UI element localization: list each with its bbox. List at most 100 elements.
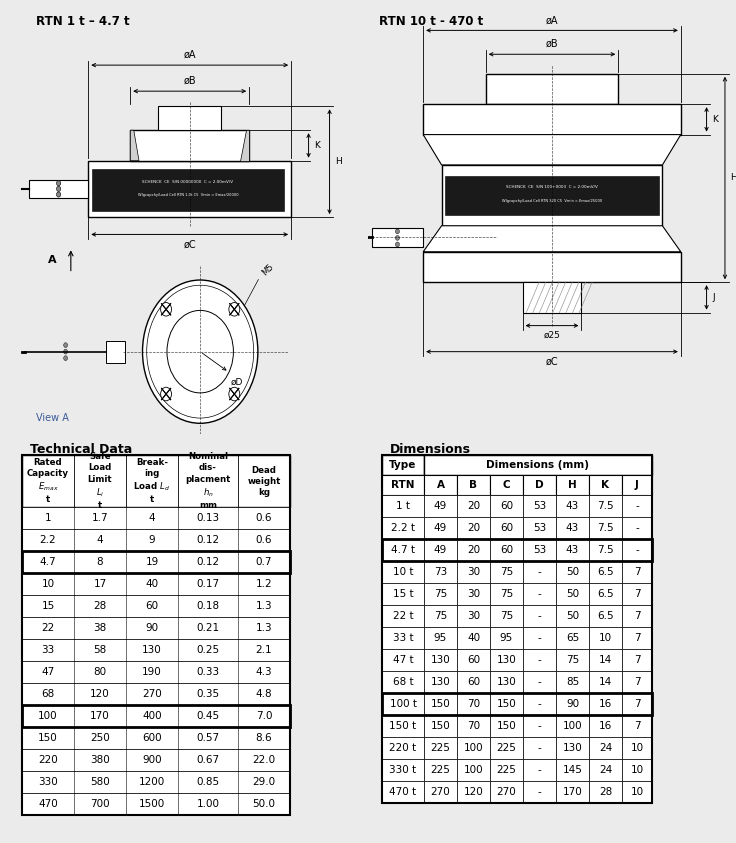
Text: 470: 470 <box>38 799 58 809</box>
Text: 38: 38 <box>93 623 107 633</box>
FancyBboxPatch shape <box>556 561 589 583</box>
Text: 150: 150 <box>38 733 58 743</box>
FancyBboxPatch shape <box>382 649 424 671</box>
FancyBboxPatch shape <box>622 671 652 693</box>
Text: 2.1: 2.1 <box>255 645 272 655</box>
Text: 7: 7 <box>634 611 640 621</box>
Text: 29.0: 29.0 <box>252 777 275 787</box>
FancyBboxPatch shape <box>490 715 523 737</box>
FancyBboxPatch shape <box>490 781 523 803</box>
FancyBboxPatch shape <box>556 715 589 737</box>
Text: 10: 10 <box>631 743 643 753</box>
FancyBboxPatch shape <box>589 475 622 495</box>
FancyBboxPatch shape <box>457 715 490 737</box>
FancyBboxPatch shape <box>22 705 290 727</box>
Text: 100: 100 <box>464 743 484 753</box>
Text: 22 t: 22 t <box>393 611 414 621</box>
Text: 47 t: 47 t <box>393 655 414 665</box>
FancyBboxPatch shape <box>589 605 622 627</box>
Text: 4.7: 4.7 <box>40 557 57 567</box>
Text: 130: 130 <box>497 677 517 687</box>
FancyBboxPatch shape <box>490 475 523 495</box>
FancyBboxPatch shape <box>556 627 589 649</box>
Text: 16: 16 <box>599 721 612 731</box>
FancyBboxPatch shape <box>382 759 424 781</box>
Text: 7.5: 7.5 <box>597 545 614 555</box>
Text: 30: 30 <box>467 589 480 599</box>
Circle shape <box>143 280 258 423</box>
FancyBboxPatch shape <box>424 759 457 781</box>
Text: 60: 60 <box>467 677 480 687</box>
Text: 7: 7 <box>634 589 640 599</box>
FancyBboxPatch shape <box>589 583 622 605</box>
Text: 225: 225 <box>431 743 450 753</box>
Text: 16: 16 <box>599 699 612 709</box>
Text: RTN 1 t – 4.7 t: RTN 1 t – 4.7 t <box>36 15 130 28</box>
Text: 43: 43 <box>566 545 579 555</box>
Text: øA: øA <box>546 15 558 25</box>
Text: 22.0: 22.0 <box>252 755 275 765</box>
Text: 0.6: 0.6 <box>255 513 272 524</box>
FancyBboxPatch shape <box>382 671 424 693</box>
FancyBboxPatch shape <box>556 737 589 759</box>
FancyBboxPatch shape <box>556 495 589 517</box>
FancyBboxPatch shape <box>382 737 424 759</box>
Text: 1500: 1500 <box>139 799 165 809</box>
Text: 150 t: 150 t <box>389 721 417 731</box>
FancyBboxPatch shape <box>523 605 556 627</box>
Text: 2.2: 2.2 <box>40 535 57 545</box>
FancyBboxPatch shape <box>622 561 652 583</box>
FancyBboxPatch shape <box>556 671 589 693</box>
Text: 1.00: 1.00 <box>197 799 219 809</box>
Circle shape <box>229 387 240 400</box>
Text: 0.67: 0.67 <box>197 755 219 765</box>
Text: SCHENCK  CE  S/N 100+0003  C = 2.00mV/V: SCHENCK CE S/N 100+0003 C = 2.00mV/V <box>506 185 598 189</box>
Text: View A: View A <box>36 413 68 423</box>
FancyBboxPatch shape <box>445 176 659 215</box>
FancyBboxPatch shape <box>622 781 652 803</box>
Text: K: K <box>712 115 718 124</box>
FancyBboxPatch shape <box>556 605 589 627</box>
FancyBboxPatch shape <box>556 517 589 540</box>
Text: 470 t: 470 t <box>389 787 417 797</box>
FancyBboxPatch shape <box>523 759 556 781</box>
Text: K: K <box>314 141 319 150</box>
Text: øC: øC <box>183 239 196 250</box>
Text: J: J <box>712 293 715 302</box>
FancyBboxPatch shape <box>523 671 556 693</box>
Text: -: - <box>537 633 542 643</box>
FancyBboxPatch shape <box>523 649 556 671</box>
FancyBboxPatch shape <box>424 671 457 693</box>
Text: 30: 30 <box>467 611 480 621</box>
Text: 75: 75 <box>500 611 513 621</box>
Text: 0.6: 0.6 <box>255 535 272 545</box>
Text: 330: 330 <box>38 777 58 787</box>
Text: 7.0: 7.0 <box>255 711 272 721</box>
Text: B: B <box>470 481 478 490</box>
FancyBboxPatch shape <box>382 561 424 583</box>
Circle shape <box>160 303 171 316</box>
Text: 0.18: 0.18 <box>197 601 219 611</box>
Text: 53: 53 <box>533 545 546 555</box>
FancyBboxPatch shape <box>382 517 424 540</box>
Text: 100: 100 <box>563 721 582 731</box>
FancyBboxPatch shape <box>382 693 424 715</box>
Text: 170: 170 <box>562 787 582 797</box>
Text: 14: 14 <box>599 677 612 687</box>
Text: Nominal
dis-
placment
$h_n$
mm: Nominal dis- placment $h_n$ mm <box>185 453 230 510</box>
Text: 33 t: 33 t <box>393 633 414 643</box>
Text: -: - <box>537 743 542 753</box>
Text: 60: 60 <box>500 524 513 533</box>
Text: 7.5: 7.5 <box>597 524 614 533</box>
FancyBboxPatch shape <box>589 517 622 540</box>
Text: A: A <box>436 481 445 490</box>
FancyBboxPatch shape <box>622 540 652 561</box>
Text: J: J <box>635 481 639 490</box>
Circle shape <box>395 229 400 234</box>
Text: 73: 73 <box>434 567 447 577</box>
FancyBboxPatch shape <box>589 627 622 649</box>
FancyBboxPatch shape <box>382 715 424 737</box>
FancyBboxPatch shape <box>22 639 290 661</box>
Text: 43: 43 <box>566 501 579 511</box>
FancyBboxPatch shape <box>424 627 457 649</box>
